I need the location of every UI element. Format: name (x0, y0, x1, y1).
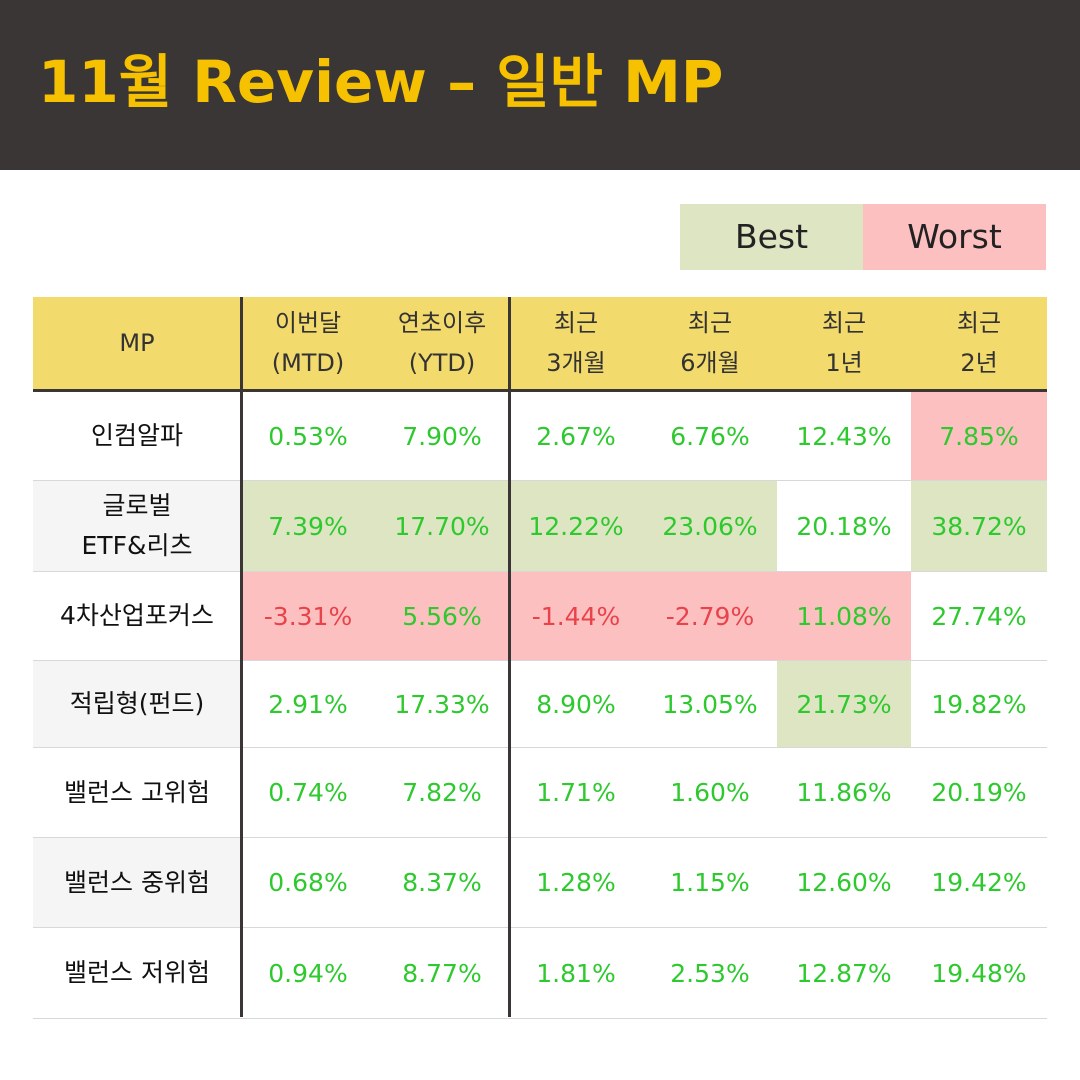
column-header: 최근 3개월 (509, 297, 643, 392)
column-header: 최근 6개월 (643, 297, 777, 392)
value-cell: 7.85% (911, 390, 1047, 481)
row-label-text: 인컴알파 (90, 421, 183, 450)
value-cell: 12.43% (777, 390, 911, 481)
value-cell: 19.48% (911, 927, 1047, 1019)
legend-worst: Worst (863, 204, 1046, 270)
returns-table: MP 이번달 (MTD) 연초이후 (YTD) 최근 3개월 최근 6개월 최근 1년 최근 2년 인컴… (33, 297, 1047, 1019)
value-cell: 2.53% (643, 927, 777, 1019)
value-cell: 7.39% (241, 480, 375, 572)
table-body: 인컴알파 0.53% 7.90% 2.67% 6.76% 12.43% 7.85% 글로벌 ET… (33, 390, 1047, 1019)
value-cell: 17.33% (375, 660, 509, 748)
row-label-text: 밸런스 고위험 (64, 777, 210, 807)
column-header-label: 이번달 (274, 309, 342, 337)
table-header: MP 이번달 (MTD) 연초이후 (YTD) 최근 3개월 최근 6개월 최근 1년 최근 2년 (33, 297, 1047, 392)
page-title: 11월 Review – 일반 MP (38, 48, 724, 116)
value-cell: -3.31% (241, 571, 375, 661)
legend-best: Best (680, 204, 863, 270)
row-label-text: 4차산업포커스 (60, 601, 214, 630)
value-cell: -2.79% (643, 571, 777, 661)
column-header-label: 3개월 (546, 349, 606, 377)
value-cell: 7.90% (375, 390, 509, 481)
column-header-label: 최근 (687, 309, 733, 337)
value-cell: 1.81% (509, 927, 643, 1019)
value-cell: 7.82% (375, 747, 509, 838)
row-label: 4차산업포커스 (33, 571, 241, 661)
column-divider (508, 297, 511, 1017)
value-cell: 0.53% (241, 390, 375, 481)
row-label: 밸런스 중위험 (33, 837, 241, 928)
row-label: 글로벌 ETF&리츠 (33, 480, 241, 572)
value-cell: 2.67% (509, 390, 643, 481)
column-header-label: (YTD) (408, 349, 476, 377)
column-header: 이번달 (MTD) (241, 297, 375, 392)
column-header-label: 최근 (956, 309, 1002, 337)
value-cell: 27.74% (911, 571, 1047, 661)
value-cell: 19.42% (911, 837, 1047, 928)
column-header-label: 최근 (821, 309, 867, 337)
value-cell: 1.60% (643, 747, 777, 838)
value-cell: 1.71% (509, 747, 643, 838)
row-label: 인컴알파 (33, 390, 241, 481)
value-cell: 5.56% (375, 571, 509, 661)
value-cell: 6.76% (643, 390, 777, 481)
title-banner: 11월 Review – 일반 MP (0, 0, 1080, 170)
value-cell: 8.37% (375, 837, 509, 928)
column-header-label: (MTD) (271, 349, 345, 377)
row-label: 밸런스 저위험 (33, 927, 241, 1019)
value-cell: 1.15% (643, 837, 777, 928)
table-row: 4차산업포커스 -3.31% 5.56% -1.44% -2.79% 11.08% 27.7… (33, 571, 1047, 661)
table-row: 인컴알파 0.53% 7.90% 2.67% 6.76% 12.43% 7.85% (33, 390, 1047, 481)
value-cell: 17.70% (375, 480, 509, 572)
value-cell: 0.74% (241, 747, 375, 838)
column-header: 최근 1년 (777, 297, 911, 392)
row-label-text: 글로벌 (102, 491, 172, 520)
value-cell: 12.22% (509, 480, 643, 572)
row-label: 적립형(펀드) (33, 660, 241, 748)
value-cell: 13.05% (643, 660, 777, 748)
row-label-text: 밸런스 저위험 (64, 958, 210, 987)
column-header-label: MP (119, 329, 155, 357)
value-cell: 2.91% (241, 660, 375, 748)
row-label-text: ETF&리츠 (81, 531, 193, 560)
value-cell: 1.28% (509, 837, 643, 928)
value-cell: 8.77% (375, 927, 509, 1019)
column-header-label: 1년 (825, 349, 863, 377)
value-cell: 0.68% (241, 837, 375, 928)
value-cell: 20.18% (777, 480, 911, 572)
table-row: 밸런스 중위험 0.68% 8.37% 1.28% 1.15% 12.60% 19.42% (33, 837, 1047, 928)
table-row: 적립형(펀드) 2.91% 17.33% 8.90% 13.05% 21.73% 19.82… (33, 660, 1047, 748)
value-cell: -1.44% (509, 571, 643, 661)
column-header: 최근 2년 (911, 297, 1047, 392)
column-header: MP (33, 297, 241, 392)
value-cell: 38.72% (911, 480, 1047, 572)
column-divider (240, 297, 243, 1017)
column-header: 연초이후 (YTD) (375, 297, 509, 392)
value-cell: 12.87% (777, 927, 911, 1019)
row-label-text: 적립형(펀드) (69, 689, 205, 718)
column-header-label: 연초이후 (397, 309, 487, 337)
value-cell: 19.82% (911, 660, 1047, 748)
value-cell: 11.08% (777, 571, 911, 661)
column-header-label: 2년 (960, 349, 998, 377)
table-row: 글로벌 ETF&리츠 7.39% 17.70% 12.22% 23.06% 20.18% 38… (33, 480, 1047, 572)
value-cell: 12.60% (777, 837, 911, 928)
value-cell: 23.06% (643, 480, 777, 572)
value-cell: 21.73% (777, 660, 911, 748)
table-row: 밸런스 저위험 0.94% 8.77% 1.81% 2.53% 12.87% 19.48% (33, 927, 1047, 1019)
column-header-label: 6개월 (680, 349, 740, 377)
row-label-text: 밸런스 중위험 (64, 867, 210, 897)
value-cell: 20.19% (911, 747, 1047, 838)
row-label: 밸런스 고위험 (33, 747, 241, 838)
column-header-label: 최근 (553, 309, 599, 337)
value-cell: 8.90% (509, 660, 643, 748)
table-row: 밸런스 고위험 0.74% 7.82% 1.71% 1.60% 11.86% 20.19% (33, 747, 1047, 838)
value-cell: 11.86% (777, 747, 911, 838)
value-cell: 0.94% (241, 927, 375, 1019)
